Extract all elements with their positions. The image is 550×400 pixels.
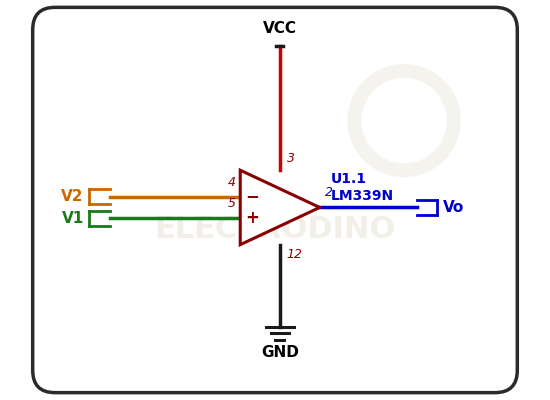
Text: Vo: Vo (443, 200, 465, 215)
Text: 4: 4 (227, 176, 235, 188)
Text: +: + (246, 209, 260, 227)
FancyBboxPatch shape (32, 7, 518, 393)
Text: V2: V2 (62, 189, 84, 204)
Text: V1: V1 (62, 211, 84, 226)
Text: U1.1: U1.1 (331, 172, 367, 186)
Polygon shape (240, 170, 320, 245)
Text: 3: 3 (287, 152, 295, 165)
Text: 2: 2 (324, 186, 333, 198)
Text: ELECTRODINO: ELECTRODINO (155, 215, 395, 244)
Text: −: − (246, 188, 260, 206)
Text: GND: GND (261, 346, 299, 360)
Text: LM339N: LM339N (331, 188, 394, 202)
Text: 5: 5 (227, 198, 235, 210)
Text: VCC: VCC (263, 21, 297, 36)
Text: 12: 12 (286, 248, 302, 261)
